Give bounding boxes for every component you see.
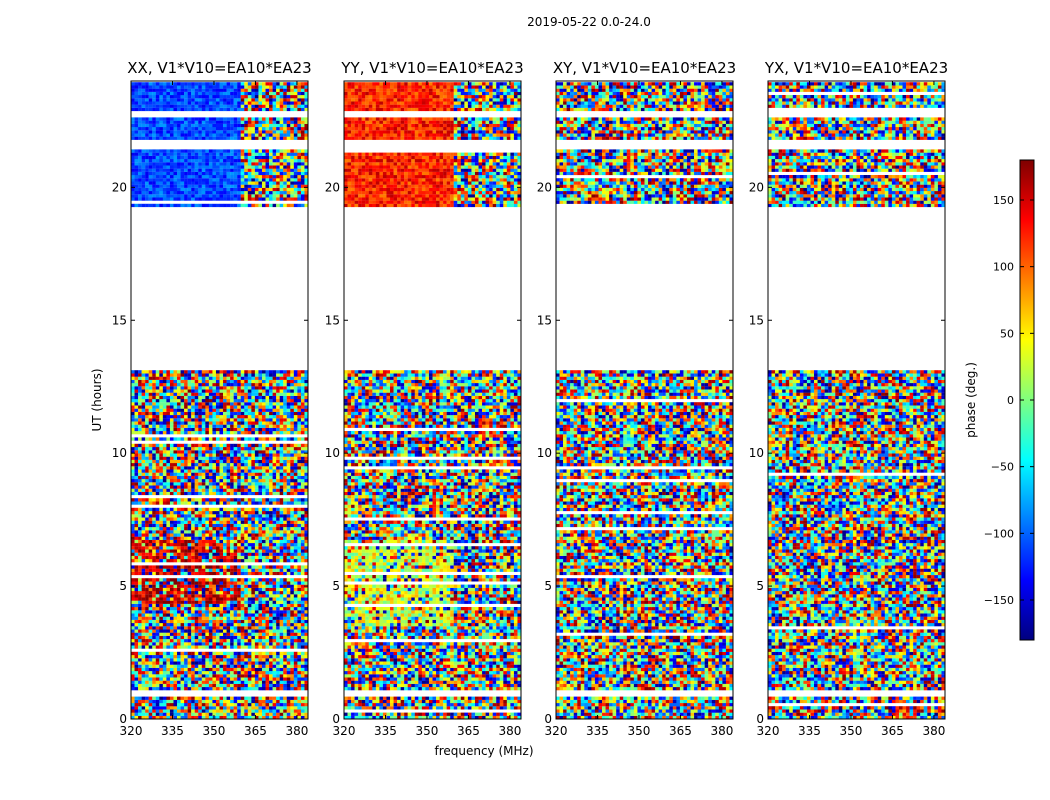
y-tick-label: 10 — [112, 446, 127, 460]
colorbar-label: phase (deg.) — [964, 362, 978, 438]
phase-heatmap-cells — [556, 82, 734, 720]
x-tick-label: 335 — [374, 724, 397, 738]
x-tick-label: 365 — [244, 724, 267, 738]
x-tick-label: 350 — [203, 724, 226, 738]
x-tick-label: 350 — [840, 724, 863, 738]
y-tick-label: 20 — [112, 180, 127, 194]
y-tick-label: 10 — [325, 446, 340, 460]
colorbar-tick-label: 0 — [1007, 394, 1014, 407]
y-tick-label: 15 — [325, 313, 340, 327]
phase-heatmap-cells — [768, 82, 946, 720]
panel-title: YY, V1*V10=EA10*EA23 — [340, 59, 523, 77]
colorbar-tick-label: −100 — [984, 527, 1014, 540]
phase-heatmap-cells — [344, 82, 522, 720]
y-tick-label: 5 — [756, 579, 764, 593]
x-tick-label: 320 — [333, 724, 356, 738]
panel-xx: XX, V1*V10=EA10*EA23 320 335 350 365 380 0 5 10 1… — [112, 59, 312, 738]
x-tick-label: 380 — [498, 724, 521, 738]
y-tick-label: 20 — [325, 180, 340, 194]
y-tick-label: 20 — [537, 180, 552, 194]
panel-frame — [130, 80, 309, 720]
panels: XX, V1*V10=EA10*EA23 320 335 350 365 380 0 5 10 1… — [112, 59, 948, 738]
y-tick-label: 0 — [332, 712, 340, 726]
colorbar-tick-label: 50 — [1000, 327, 1014, 340]
y-tick-label: 10 — [537, 446, 552, 460]
colorbar-tick-label: −50 — [991, 461, 1014, 474]
x-tick-label: 335 — [586, 724, 609, 738]
colorbar-tick-label: 150 — [993, 194, 1014, 207]
x-tick-label: 380 — [922, 724, 945, 738]
colorbar: phase (deg.) 150 100 50 0 −50 −100 −150 — [964, 159, 1035, 641]
y-tick-label: 5 — [119, 579, 127, 593]
figure-suptitle: 2019-05-22 0.0-24.0 — [527, 15, 651, 29]
x-tick-label: 335 — [798, 724, 821, 738]
x-tick-label: 365 — [881, 724, 904, 738]
y-tick-label: 0 — [756, 712, 764, 726]
x-tick-label: 350 — [628, 724, 651, 738]
x-tick-label: 350 — [416, 724, 439, 738]
colorbar-tick-label: −150 — [984, 594, 1014, 607]
y-tick-label: 5 — [544, 579, 552, 593]
y-axis-label: UT (hours) — [90, 368, 104, 431]
panel-frame — [555, 80, 734, 720]
x-tick-label: 380 — [285, 724, 308, 738]
y-tick-label: 0 — [119, 712, 127, 726]
x-tick-label: 365 — [457, 724, 480, 738]
x-tick-label: 320 — [757, 724, 780, 738]
y-tick-label: 15 — [749, 313, 764, 327]
y-tick-label: 15 — [112, 313, 127, 327]
y-tick-label: 10 — [749, 446, 764, 460]
x-tick-label: 365 — [669, 724, 692, 738]
panel-xy: XY, V1*V10=EA10*EA23 320 335 350 365 380 0 5 10 1… — [537, 59, 736, 738]
y-tick-label: 15 — [537, 313, 552, 327]
x-tick-label: 380 — [710, 724, 733, 738]
y-tick-label: 0 — [544, 712, 552, 726]
panel-title: YX, V1*V10=EA10*EA23 — [764, 59, 948, 77]
panel-frame — [767, 80, 946, 720]
x-tick-label: 335 — [161, 724, 184, 738]
x-tick-label: 320 — [545, 724, 568, 738]
panel-title: XY, V1*V10=EA10*EA23 — [553, 59, 736, 77]
panel-frame — [343, 80, 522, 720]
x-tick-label: 320 — [120, 724, 143, 738]
phase-heatmap-cells — [131, 82, 309, 720]
y-tick-label: 5 — [332, 579, 340, 593]
y-tick-label: 20 — [749, 180, 764, 194]
panel-yy: YY, V1*V10=EA10*EA23 320 335 350 365 380 0 5 10 1… — [325, 59, 524, 738]
panel-title: XX, V1*V10=EA10*EA23 — [127, 59, 311, 77]
panel-yx: YX, V1*V10=EA10*EA23 320 335 350 365 380 0 5 10 1… — [749, 59, 948, 738]
colorbar-tick-label: 100 — [993, 261, 1014, 274]
x-axis-label: frequency (MHz) — [434, 744, 533, 758]
